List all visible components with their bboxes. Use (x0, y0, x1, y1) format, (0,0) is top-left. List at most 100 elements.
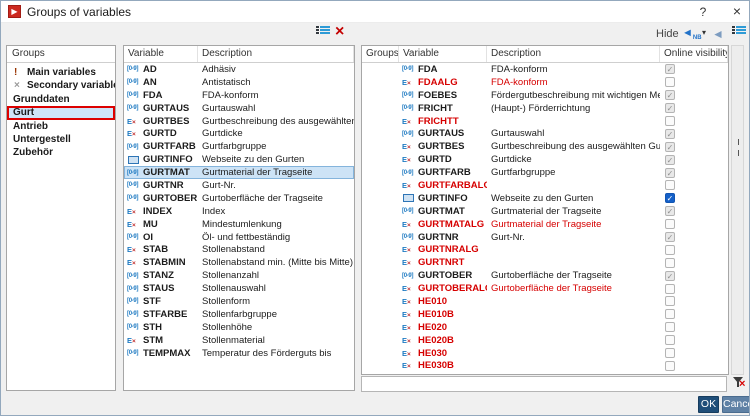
online-visibility-checkbox[interactable] (665, 219, 675, 230)
online-visibility-checkbox[interactable] (665, 257, 675, 268)
variable-row[interactable]: E× GURTD Gurtdicke (124, 127, 354, 140)
column-header-online-visibility[interactable]: Online visibility (660, 46, 728, 62)
assigned-variable-row[interactable]: E× FDAALG FDA-konform (362, 76, 728, 89)
clear-filter-icon[interactable]: × (732, 375, 748, 391)
remove-icon[interactable]: × (335, 23, 345, 40)
column-header-description[interactable]: Description (487, 46, 660, 62)
assigned-variable-row[interactable]: E× HE030B (362, 359, 728, 372)
assigned-variable-row[interactable]: E× HE010 (362, 295, 728, 308)
assigned-variable-row[interactable]: GURTINFO Webseite zu den Gurten ✓ (362, 192, 728, 205)
filter-input[interactable] (361, 376, 727, 392)
online-visibility-checkbox[interactable] (665, 322, 675, 333)
assigned-variable-row[interactable]: E× HE020B (362, 334, 728, 347)
column-header-variable[interactable]: Variable (399, 46, 487, 62)
variable-row[interactable]: [0-9] GURTOBER Gurtoberfläche der Tragseit… (124, 192, 354, 205)
assigned-variable-row[interactable]: [0-9] FOEBES Fördergutbeschreibung mit wic… (362, 89, 728, 102)
variable-row[interactable]: [0-9] STAUS Stollenauswahl (124, 282, 354, 295)
variable-row[interactable]: E× GURTBES Gurtbeschreibung des ausgewählt… (124, 115, 354, 128)
group-item-main-variables[interactable]: ! Main variables (7, 66, 115, 79)
group-item-untergestell[interactable]: Untergestell (7, 133, 115, 146)
variable-row[interactable]: E× STM Stollenmaterial (124, 334, 354, 347)
assigned-variable-row[interactable]: E× GURTMATALG Gurtmaterial der Tragseite (362, 218, 728, 231)
numeric-variable-icon: [0-9] (402, 234, 414, 241)
back-arrow-icon[interactable]: ◄ (712, 27, 724, 41)
variable-name: GURTD (143, 128, 177, 140)
variable-row[interactable]: [0-9] FDA FDA-konform (124, 89, 354, 102)
variable-name: GURTNRT (418, 257, 465, 269)
assigned-variable-row[interactable]: E× GURTD Gurtdicke ✓ (362, 153, 728, 166)
assigned-variable-row[interactable]: E× HE030 (362, 347, 728, 360)
assign-list-icon[interactable] (316, 26, 330, 38)
variable-row[interactable]: [0-9] TEMPMAX Temperatur des Förderguts bi… (124, 347, 354, 360)
online-visibility-checkbox[interactable] (665, 116, 675, 126)
assigned-variable-row[interactable]: [0-9] GURTNR Gurt-Nr. ✓ (362, 231, 728, 244)
assigned-variable-row[interactable]: E× GURTNRT (362, 256, 728, 269)
vertical-scrollbar[interactable] (731, 45, 744, 375)
online-visibility-checkbox[interactable] (665, 335, 675, 346)
expression-variable-icon: E× (402, 335, 411, 345)
variable-row[interactable]: [0-9] STANZ Stollenanzahl (124, 269, 354, 282)
group-item-secondary-variables[interactable]: × Secondary variables (7, 79, 115, 92)
online-visibility-checkbox[interactable]: ✓ (665, 193, 675, 204)
dropdown-caret-icon[interactable]: ▾ (702, 28, 707, 37)
variable-row[interactable]: [0-9] GURTMAT Gurtmaterial der Tragseite (124, 166, 354, 180)
assigned-variable-row[interactable]: [0-9] GURTAUS Gurtauswahl ✓ (362, 127, 728, 140)
online-visibility-checkbox: ✓ (665, 141, 675, 152)
group-item-zubehör[interactable]: Zubehör (7, 146, 115, 159)
online-visibility-checkbox[interactable] (665, 309, 675, 320)
close-icon[interactable]: × (732, 3, 742, 19)
online-visibility-checkbox[interactable] (665, 296, 675, 307)
assigned-variable-row[interactable]: E× HE010B (362, 308, 728, 321)
variable-row[interactable]: [0-9] AN Antistatisch (124, 76, 354, 89)
variable-row[interactable]: [0-9] AD Adhäsiv (124, 63, 354, 76)
assigned-variable-row[interactable]: [0-9] GURTOBER Gurtoberfläche der Tragseit… (362, 269, 728, 282)
variable-row[interactable]: [0-9] OI Öl- und fettbeständig (124, 231, 354, 244)
variable-row[interactable]: [0-9] STH Stollenhöhe (124, 321, 354, 334)
group-item-grunddaten[interactable]: Grunddaten (7, 93, 115, 106)
list-icon[interactable] (732, 26, 746, 38)
assigned-variable-row[interactable]: E× FRICHTT (362, 115, 728, 128)
assigned-variable-row[interactable]: E× GURTNRALG (362, 243, 728, 256)
assigned-variable-row[interactable]: [0-9] FRICHT (Haupt-) Förderrichtung ✓ (362, 102, 728, 115)
assigned-variable-row[interactable]: [0-9] GURTMAT Gurtmaterial der Tragseite ✓ (362, 205, 728, 218)
numeric-variable-icon: [0-9] (127, 105, 139, 112)
variable-row[interactable]: [0-9] GURTFARB Gurtfarbgruppe (124, 140, 354, 153)
variable-row[interactable]: E× STAB Stollenabstand (124, 243, 354, 256)
variable-name: GURTOBER (143, 192, 198, 204)
online-visibility-checkbox: ✓ (665, 167, 675, 178)
variable-row[interactable]: E× STABMIN Stollenabstand min. (Mitte bis … (124, 256, 354, 269)
available-list: [0-9] AD Adhäsiv [0-9] AN Antistatisch [0-9] FD… (124, 63, 354, 359)
assigned-variable-row[interactable]: E× HE020 (362, 321, 728, 334)
ok-button[interactable]: OK (698, 396, 719, 413)
online-visibility-checkbox[interactable] (665, 360, 675, 371)
variable-row[interactable]: GURTINFO Webseite zu den Gurten (124, 153, 354, 166)
help-button[interactable]: ? (699, 5, 707, 19)
variable-row[interactable]: [0-9] GURTAUS Gurtauswahl (124, 102, 354, 115)
online-visibility-checkbox[interactable] (665, 244, 675, 255)
titlebar: ▶ Groups of variables ? × (1, 1, 749, 23)
cancel-button[interactable]: Cancel (722, 396, 749, 413)
hide-nb-arrow-icon[interactable]: ◄NB (682, 27, 702, 42)
assigned-variable-row[interactable]: [0-9] FDA FDA-konform ✓ (362, 63, 728, 76)
assigned-variable-row[interactable]: [0-9] GURTFARB Gurtfarbgruppe ✓ (362, 166, 728, 179)
assigned-variable-row[interactable]: E× GURTBES Gurtbeschreibung des ausgewählt… (362, 140, 728, 153)
online-visibility-checkbox[interactable] (665, 180, 675, 191)
group-item-gurt[interactable]: Gurt (7, 106, 115, 120)
online-visibility-checkbox[interactable] (665, 77, 675, 88)
variable-row[interactable]: [0-9] GURTNR Gurt-Nr. (124, 179, 354, 192)
variable-description: Gurt-Nr. (202, 179, 236, 191)
variable-row[interactable]: [0-9] STFARBE Stollenfarbgruppe (124, 308, 354, 321)
column-header-groups[interactable]: Groups (362, 46, 399, 62)
assigned-variable-row[interactable]: E× GURTOBERALG Gurtoberfläche der Tragseit… (362, 282, 728, 295)
online-visibility-checkbox[interactable] (665, 283, 675, 294)
variable-row[interactable]: E× INDEX Index (124, 205, 354, 218)
column-header-description[interactable]: Description (198, 46, 354, 62)
variable-row[interactable]: E× MU Mindestumlenkung (124, 218, 354, 231)
online-visibility-checkbox[interactable] (665, 348, 675, 359)
online-visibility-checkbox: ✓ (665, 64, 675, 75)
assigned-variable-row[interactable]: E× GURTFARBALG (362, 179, 728, 192)
group-item-antrieb[interactable]: Antrieb (7, 120, 115, 133)
column-header-variable[interactable]: Variable (124, 46, 198, 62)
variable-row[interactable]: [0-9] STF Stollenform (124, 295, 354, 308)
variable-description: Gurtmaterial der Tragseite (202, 167, 313, 179)
